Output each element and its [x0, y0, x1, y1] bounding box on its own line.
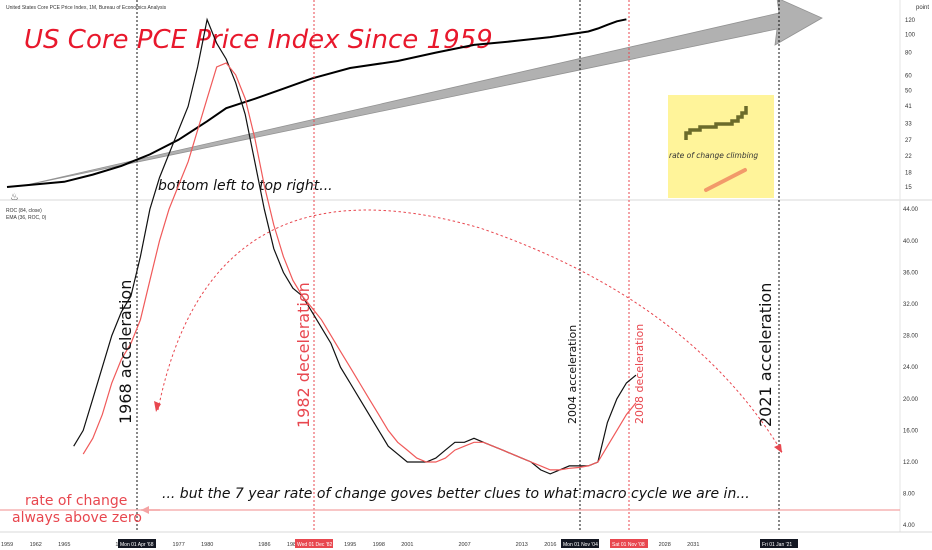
x-tick-label: 2028 [659, 542, 671, 548]
roc-tick-label: 20.00 [903, 397, 919, 403]
price-tick-label: 100 [905, 33, 916, 39]
label-1982-deceleration: 1982 deceleration [294, 282, 313, 428]
cycle-arc [157, 209, 783, 453]
zero-note-arrowhead [141, 506, 149, 514]
roc-line [73, 17, 637, 475]
roc-tick-label: 16.00 [903, 428, 919, 434]
cycle-arc-head-right [774, 444, 782, 453]
source-title: United States Core PCE Price Index, 1M, … [6, 5, 167, 11]
trend-marker-icon: ♨ [10, 192, 19, 203]
price-series-group [6, 18, 627, 188]
date-badge-2004: Mon 01 Nov '04 [561, 539, 599, 548]
price-tick-label: 50 [905, 88, 912, 94]
roc-tick-label: 28.00 [903, 334, 919, 340]
x-tick-label: 1989 [287, 542, 299, 548]
rate-climbing-inset: rate of change climbing [668, 95, 774, 198]
x-tick-label: 1977 [173, 542, 185, 548]
roc-tick-label: 4.00 [903, 523, 915, 529]
label-2008-deceleration: 2008 deceleration [633, 324, 646, 424]
zero-note-line2: always above zero [12, 510, 142, 526]
price-tick-label: 41 [905, 104, 912, 110]
ema-line [82, 62, 637, 471]
roc-tick-label: 40.00 [903, 239, 919, 245]
price-tick-label: 15 [905, 185, 912, 191]
price-tick-label: 120 [905, 18, 916, 24]
price-tick-label: 18 [905, 170, 912, 176]
label-1968-acceleration: 1968 acceleration [116, 280, 135, 424]
roc-tick-label: 24.00 [903, 365, 919, 371]
zero-note-line1: rate of change [25, 493, 127, 509]
indicator-ema-label: EMA (36, ROC, 0) [6, 215, 47, 221]
date-badge-2021: Fri 01 Jan '21 [760, 539, 798, 548]
price-tick-label: 80 [905, 51, 912, 57]
price-tick-label: 22 [905, 154, 912, 160]
roc-tick-label: 12.00 [903, 460, 919, 466]
x-tick-label: 1980 [201, 542, 213, 548]
date-badge-1968: Mon 01 Apr '68 [118, 539, 156, 548]
svg-text:Wed 01 Dec '82: Wed 01 Dec '82 [297, 542, 333, 548]
svg-text:Mon 01 Apr '68: Mon 01 Apr '68 [120, 542, 154, 548]
label-2021-acceleration: 2021 acceleration [756, 283, 775, 427]
svg-text:Sat 01 Nov '08: Sat 01 Nov '08 [612, 542, 645, 548]
x-tick-label: 2016 [544, 542, 556, 548]
main-title: US Core PCE Price Index Since 1959 [24, 25, 493, 55]
svg-text:Mon 01 Nov '04: Mon 01 Nov '04 [563, 542, 598, 548]
x-tick-label: 1962 [30, 542, 42, 548]
x-tick-label: 2001 [401, 542, 413, 548]
date-badge-2008: Sat 01 Nov '08 [610, 539, 648, 548]
price-tick-label: 60 [905, 74, 912, 80]
date-badge-1982: Wed 01 Dec '82 [295, 539, 333, 548]
rate-note: ... but the 7 year rate of change goves … [162, 486, 750, 502]
cycle-arc-head-left [154, 401, 161, 412]
roc-tick-label: 36.00 [903, 270, 919, 276]
label-2004-acceleration: 2004 acceleration [566, 325, 579, 424]
indicator-roc-label: ROC (84, close) [6, 208, 42, 214]
roc-tick-label: 8.00 [903, 492, 915, 498]
x-tick-label: 2013 [516, 542, 528, 548]
roc-series-group [73, 17, 637, 475]
price-axis-ticks: 15 18 22 27 33 41 50 60 80 100 120 [905, 18, 916, 191]
price-line [6, 18, 627, 188]
x-tick-label: 1965 [58, 542, 70, 548]
price-tick-label: 33 [905, 122, 912, 128]
roc-tick-label: 44.00 [903, 207, 919, 213]
roc-axis-ticks: 4.00 8.00 12.00 16.00 20.00 24.00 28.00 32.00 36… [903, 207, 919, 529]
svg-text:Fri 01 Jan '21: Fri 01 Jan '21 [762, 542, 792, 548]
x-tick-label: 1959 [1, 542, 13, 548]
x-tick-label: 1998 [373, 542, 385, 548]
roc-tick-label: 32.00 [903, 302, 919, 308]
bottom-left-note: bottom left to top right... [158, 178, 333, 194]
x-tick-label: 2031 [687, 542, 699, 548]
x-tick-label: 1995 [344, 542, 356, 548]
x-tick-label: 2007 [458, 542, 470, 548]
x-tick-label: 1986 [258, 542, 270, 548]
inset-label: rate of change climbing [669, 151, 758, 160]
price-axis-unit: point [916, 5, 929, 11]
price-tick-label: 27 [905, 138, 912, 144]
